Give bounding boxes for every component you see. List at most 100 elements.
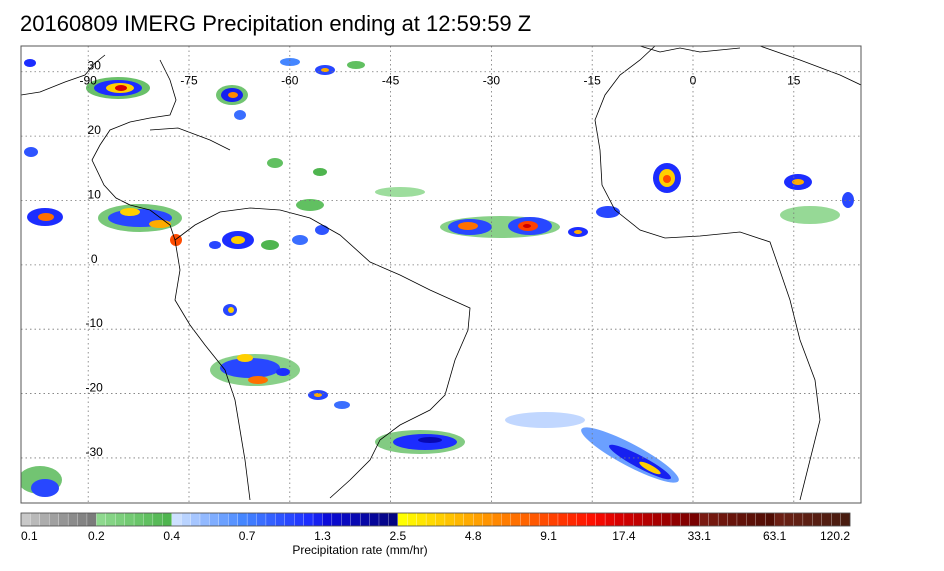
colorbar-segment: [774, 512, 785, 527]
colorbar-segment: [407, 512, 418, 527]
colorbar-segment: [218, 512, 229, 527]
colorbar-segment: [20, 512, 31, 527]
colorbar-segment: [548, 512, 559, 527]
colorbar-segment: [840, 512, 851, 527]
colorbar-segment: [755, 512, 766, 527]
colorbar-segment: [482, 512, 493, 527]
colorbar-tick-label: 9.1: [540, 529, 557, 543]
colorbar-segment: [350, 512, 361, 527]
colorbar-segment: [312, 512, 323, 527]
colorbar-segment: [727, 512, 738, 527]
colorbar-segment: [359, 512, 371, 527]
lon-tick-label: -60: [281, 74, 299, 88]
colorbar-label: Precipitation rate (mm/hr): [292, 543, 428, 557]
colorbar-segment: [463, 512, 474, 527]
colorbar-segment: [520, 512, 531, 527]
colorbar-segment: [510, 512, 521, 527]
colorbar-tick-label: 0.7: [239, 529, 256, 543]
colorbar-segment: [331, 512, 342, 527]
lat-tick-label: 10: [88, 187, 102, 201]
colorbar-segment: [58, 512, 69, 527]
longitude-labels: -90 -75 -60 -45 -30 -15 0 15: [80, 74, 801, 88]
precipitation-field: [21, 58, 854, 497]
colorbar-segment: [369, 512, 380, 527]
precip-cluster-south-america: [210, 354, 350, 409]
colorbar-segment: [133, 512, 144, 527]
colorbar-segment: [397, 512, 408, 527]
colorbar-segment: [228, 512, 239, 527]
colorbar-segment: [765, 512, 776, 527]
colorbar-segment: [49, 512, 60, 527]
lon-tick-label: 0: [690, 74, 697, 88]
colorbar-segment: [491, 512, 502, 527]
lon-tick-label: -15: [584, 74, 602, 88]
colorbar-segment: [265, 512, 276, 527]
colorbar-segment: [557, 512, 568, 527]
lon-tick-label: -90: [80, 74, 98, 88]
precip-cluster-africa: [653, 163, 854, 224]
colorbar-segment: [642, 512, 653, 527]
colorbar-segment: [378, 512, 389, 527]
colorbar-tick-label: 1.3: [314, 529, 331, 543]
colorbar-segment: [275, 512, 286, 527]
colorbar-segment: [162, 512, 173, 527]
colorbar-segment: [670, 512, 681, 527]
colorbar-tick-label: 0.1: [21, 529, 38, 543]
precip-cluster-itcz: [375, 187, 620, 238]
colorbar-segment: [341, 512, 352, 527]
colorbar-segment: [303, 512, 314, 527]
colorbar-segment: [199, 512, 210, 527]
lon-tick-label: 15: [787, 74, 801, 88]
lat-tick-label: 0: [91, 252, 98, 266]
colorbar-tick-label: 17.4: [612, 529, 636, 543]
lon-tick-label: -30: [483, 74, 501, 88]
colorbar-segment: [454, 512, 465, 527]
colorbar-segment: [614, 512, 625, 527]
colorbar-tick-label: 0.4: [163, 529, 180, 543]
colorbar-segment: [444, 512, 455, 527]
colorbar-segment: [152, 512, 163, 527]
map-background: [21, 46, 861, 503]
colorbar-tick-label: 2.5: [389, 529, 406, 543]
colorbar-segment: [237, 512, 248, 527]
colorbar-tick-label: 120.2: [820, 529, 850, 543]
coastlines: [21, 46, 861, 501]
colorbar-segment: [115, 512, 126, 527]
colorbar-segment: [746, 512, 757, 527]
colorbar-tick-label: 4.8: [465, 529, 482, 543]
colorbar-tick-label: 63.1: [763, 529, 787, 543]
colorbar-segment: [294, 512, 305, 527]
colorbar-segment: [538, 512, 549, 527]
grid-lines: [21, 46, 861, 503]
map-title: 20160809 IMERG Precipitation ending at 1…: [20, 11, 532, 36]
colorbar-segment: [209, 512, 220, 527]
colorbar-segment: [143, 512, 154, 527]
colorbar-segment: [689, 512, 700, 527]
lat-tick-label: 30: [88, 59, 102, 73]
colorbar-segment: [96, 512, 107, 527]
colorbar-segment: [284, 512, 295, 527]
colorbar-segment: [604, 512, 615, 527]
colorbar-segment: [322, 512, 333, 527]
colorbar-segment: [576, 512, 587, 527]
colorbar-segment: [77, 512, 88, 527]
colorbar-tick-label: 33.1: [688, 529, 712, 543]
colorbar-segment: [708, 512, 719, 527]
colorbar-segment: [736, 512, 747, 527]
colorbar-segment: [124, 512, 135, 527]
lat-tick-label: -10: [86, 316, 104, 330]
colorbar-segment: [529, 512, 540, 527]
colorbar-segment: [595, 512, 606, 527]
colorbar-segment: [567, 512, 578, 527]
colorbar-segments: [20, 512, 851, 527]
colorbar-segment: [831, 512, 842, 527]
colorbar-segment: [416, 512, 427, 527]
colorbar-frame: [20, 512, 851, 527]
colorbar-segment: [473, 512, 484, 527]
colorbar-segment: [190, 512, 201, 527]
coastline-south-america: [174, 207, 471, 501]
latitude-labels: 30 20 10 0 -10 -20 -30: [86, 59, 104, 459]
colorbar-segment: [246, 512, 257, 527]
